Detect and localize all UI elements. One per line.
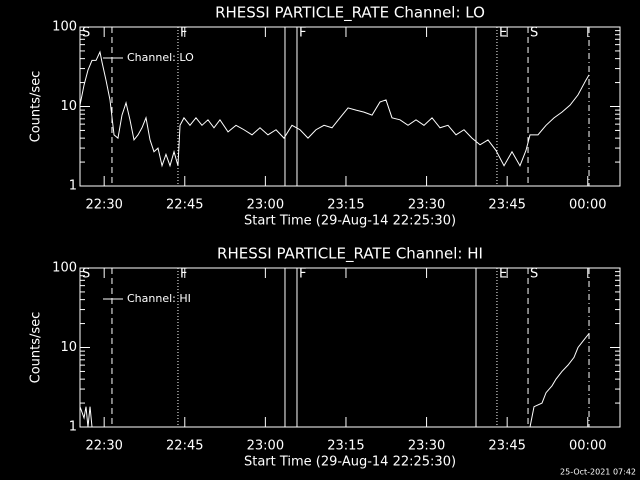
flag-label: S [530, 26, 538, 41]
flag-label: F [180, 26, 187, 41]
x-tick-label: 23:30 [408, 198, 445, 213]
x-tick-label: 22:30 [85, 439, 122, 454]
x-tick-label: 23:30 [408, 439, 445, 454]
x-tick-label: 22:45 [166, 198, 203, 213]
x-tick-label: 22:45 [166, 439, 203, 454]
y-tick-label: 100 [52, 20, 77, 35]
y-tick-label: 100 [52, 261, 77, 276]
x-axis-label: Start Time (29-Aug-14 22:25:30) [244, 214, 456, 229]
flag-label: S [82, 26, 90, 41]
y-tick-label: 10 [60, 340, 77, 355]
x-tick-label: 23:00 [247, 198, 284, 213]
x-tick-label: 00:00 [569, 198, 606, 213]
footer: 25-Oct-2021 07:42 [560, 468, 636, 477]
y-tick-label: 1 [69, 179, 77, 194]
flag-label: E [499, 267, 507, 282]
x-tick-label: 23:45 [488, 439, 525, 454]
data-line [79, 333, 590, 428]
chart-title: RHESSI PARTICLE_RATE Channel: HI [217, 245, 483, 264]
x-tick-label: 23:00 [247, 439, 284, 454]
y-axis-label: Counts/sec [29, 312, 44, 384]
x-tick-label: 23:45 [488, 198, 525, 213]
chart-title: RHESSI PARTICLE_RATE Channel: LO [215, 4, 485, 23]
legend-label: Channel: HI [127, 292, 191, 305]
data-line [79, 50, 590, 168]
legend-label: Channel: LO [127, 51, 194, 64]
flag-label: F [299, 26, 306, 41]
flag-label: S [530, 267, 538, 282]
flag-label: F [180, 267, 187, 282]
y-axis-label: Counts/sec [29, 71, 44, 143]
flag-label: E [499, 26, 507, 41]
x-tick-label: 23:15 [327, 439, 364, 454]
x-tick-label: 00:00 [569, 439, 606, 454]
flag-label: S [82, 267, 90, 282]
y-tick-label: 1 [69, 420, 77, 435]
x-axis-label: Start Time (29-Aug-14 22:25:30) [244, 455, 456, 470]
y-tick-label: 10 [60, 99, 77, 114]
x-tick-label: 23:15 [327, 198, 364, 213]
flag-label: F [299, 267, 306, 282]
x-tick-label: 22:30 [85, 198, 122, 213]
